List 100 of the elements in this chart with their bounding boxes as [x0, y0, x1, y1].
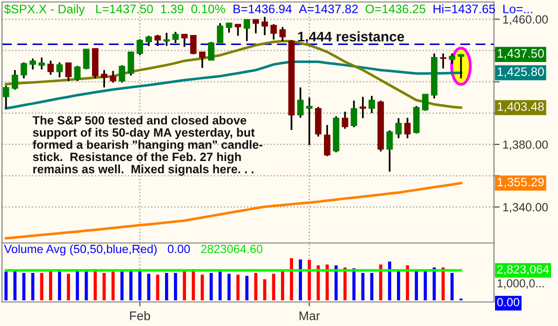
bar	[272, 274, 276, 300]
candlestick	[199, 51, 206, 69]
bar	[298, 259, 302, 300]
bar	[22, 272, 26, 300]
candlestick	[38, 56, 45, 70]
bar	[210, 272, 213, 300]
bar	[396, 270, 400, 300]
candlestick	[118, 64, 126, 84]
candlestick	[110, 70, 116, 84]
bar	[76, 270, 79, 300]
candlestick	[128, 50, 134, 76]
bar	[147, 274, 150, 300]
bar	[388, 262, 392, 300]
bar	[236, 274, 240, 300]
candlestick	[172, 31, 179, 44]
x-tick-label: Mar	[300, 311, 320, 320]
text: 1,437.50	[498, 49, 544, 60]
candlestick	[252, 18, 260, 34]
bar	[245, 276, 248, 300]
candlestick	[297, 86, 304, 119]
text: 1,425.80	[498, 67, 544, 78]
candlestick	[12, 69, 18, 90]
candlestick	[342, 110, 348, 130]
bar	[84, 272, 88, 300]
text: 1,355.29	[498, 178, 544, 188]
candlestick	[262, 16, 268, 36]
y-tick-label: 1,340.00	[503, 203, 548, 213]
bar	[414, 270, 418, 300]
candlestick	[181, 33, 188, 48]
candlestick	[56, 62, 63, 78]
bar	[94, 269, 97, 300]
candlestick	[440, 52, 446, 70]
candlestick	[244, 18, 250, 42]
text: 0.00	[497, 298, 520, 306]
candlestick	[163, 32, 170, 47]
annotation: 1.39	[161, 4, 184, 14]
candlestick	[279, 26, 286, 42]
bar	[379, 264, 382, 300]
text: 2823064.60	[201, 244, 262, 254]
candlestick	[368, 95, 375, 114]
annotation: A=1437.82	[298, 4, 358, 14]
bar	[31, 272, 34, 300]
bar	[281, 270, 284, 300]
candlestick	[136, 38, 144, 56]
bar	[361, 272, 364, 300]
text: 1,000,0...	[498, 279, 544, 289]
candlestick	[20, 62, 28, 80]
bar	[120, 272, 124, 300]
annotation: Hi=1437.65	[434, 4, 495, 14]
bar	[40, 272, 44, 300]
text: Volume Avg (50,50,blue,Red)	[4, 244, 157, 256]
bar	[165, 272, 168, 300]
candlestick	[216, 22, 224, 44]
line-series	[4, 182, 462, 240]
annotation: The S&P 500 tested and closed above support of its 50-day MA yesterday, but formed a bearish "hanging man" candle- stick. Resistance of the Feb. 27 high remains as well. Mixed signals here. . .	[32, 116, 262, 176]
bar	[254, 272, 258, 300]
bar	[432, 267, 436, 300]
candlestick	[30, 58, 36, 70]
candlestick	[458, 53, 464, 80]
candlestick	[83, 48, 90, 70]
candlestick	[47, 60, 54, 76]
bar	[200, 274, 204, 300]
annotation: B=1436.94	[234, 4, 292, 14]
x-tick-label: Feb	[130, 311, 150, 320]
bar	[308, 260, 311, 300]
candlestick	[2, 84, 10, 110]
annotation: L=1437.50	[96, 4, 153, 14]
bar	[290, 258, 294, 300]
candlestick	[100, 69, 108, 88]
candlestick	[74, 65, 81, 82]
bar	[182, 270, 186, 300]
bar	[66, 274, 70, 300]
bar	[218, 272, 222, 300]
text: 2,823,064	[497, 265, 549, 275]
candlestick	[448, 52, 456, 65]
candlestick	[404, 116, 411, 139]
text: 0.00	[168, 244, 190, 254]
bar	[49, 270, 52, 300]
candlestick	[65, 62, 72, 82]
text: 1,403.48	[498, 102, 544, 112]
bar	[370, 272, 374, 300]
candlestick	[208, 41, 214, 62]
candlestick	[350, 100, 358, 128]
bar	[129, 270, 132, 300]
bar	[4, 272, 8, 300]
bar	[263, 279, 266, 300]
bar	[326, 264, 329, 300]
y-tick-label: 1,380.00	[503, 140, 548, 150]
y-tick-label: 1,460.00	[503, 15, 548, 26]
candlestick	[306, 96, 313, 146]
candlestick	[386, 129, 393, 172]
bar	[450, 272, 454, 300]
text: Lo=...	[503, 4, 532, 14]
bar	[156, 274, 160, 300]
candlestick	[226, 22, 232, 34]
bar	[58, 272, 62, 300]
candlestick	[190, 34, 197, 56]
candlestick	[422, 93, 429, 112]
bar	[227, 274, 231, 300]
bar	[174, 272, 178, 300]
